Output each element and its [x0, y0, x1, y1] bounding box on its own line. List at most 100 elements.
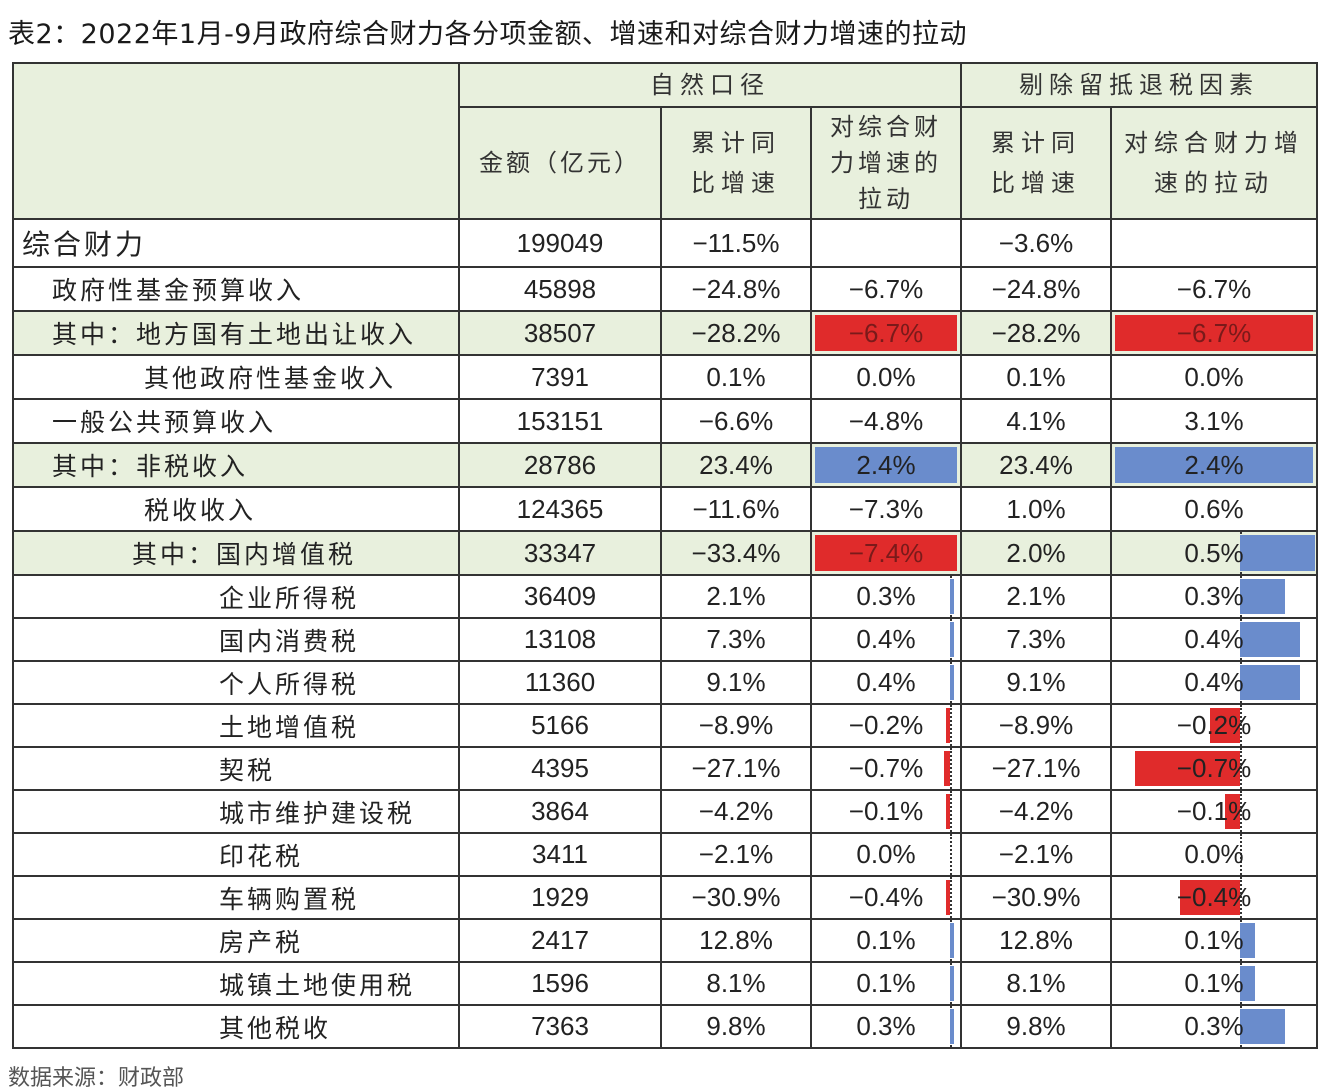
bar-axis	[1240, 706, 1243, 745]
pull-natural-cell: −4.8%	[809, 398, 963, 444]
negative-bar	[1225, 794, 1241, 829]
amount-cell: 3864	[458, 789, 662, 834]
pull-value: 0.4%	[1184, 667, 1244, 697]
amount-cell: 3411	[458, 832, 662, 877]
row-label: 其中：非税收入	[12, 442, 460, 488]
row-label: 印花税	[12, 832, 460, 877]
pull-natural-cell: 0.0%	[809, 354, 963, 400]
pull-adjusted-cell: 2.4%	[1110, 442, 1319, 488]
fiscal-table: 自然口径 剔除留抵退税因素 金额（亿元） 累计同比增速 对综合财力增速的拉动 累…	[12, 62, 1319, 1049]
col-header-growth-natural: 累计同比增速	[660, 106, 812, 220]
pull-value: 0.0%	[1184, 839, 1244, 869]
pull-adjusted-cell: 0.3%	[1110, 574, 1319, 619]
pull-value: −6.7%	[848, 273, 924, 304]
pull-value: −0.2%	[848, 710, 924, 740]
positive-bar	[950, 1009, 954, 1044]
pull-value: −4.8%	[848, 405, 924, 436]
growth-adjusted-cell: 12.8%	[960, 918, 1113, 963]
pull-value: −7.3%	[848, 493, 924, 524]
positive-bar	[1240, 665, 1301, 700]
row-label: 其中：国内增值税	[12, 530, 460, 576]
table-row: 个人所得税 11360 9.1% 0.4% 9.1% 0.4%	[12, 660, 1319, 705]
table-row: 国内消费税 13108 7.3% 0.4% 7.3% 0.4%	[12, 617, 1319, 662]
table-row: 其他政府性基金收入 7391 0.1% 0.0% 0.1% 0.0%	[12, 354, 1319, 400]
col-header-pull-adjusted: 对综合财力增速的拉动	[1110, 106, 1319, 220]
growth-natural-cell: 0.1%	[660, 354, 812, 400]
pull-adjusted-cell: 0.6%	[1110, 486, 1319, 532]
positive-bar	[1240, 923, 1256, 958]
growth-adjusted-cell: 1.0%	[960, 486, 1113, 532]
table-row: 土地增值税 5166 −8.9% −0.2% −8.9% −0.2%	[12, 703, 1319, 748]
amount-cell: 45898	[458, 266, 662, 312]
growth-natural-cell: −4.2%	[660, 789, 812, 834]
pull-value: −6.7%	[848, 317, 924, 348]
pull-value: −0.7%	[848, 753, 924, 783]
amount-cell: 124365	[458, 486, 662, 532]
amount-cell: 11360	[458, 660, 662, 705]
pull-value: −0.1%	[1176, 796, 1252, 826]
growth-adjusted-cell: 9.1%	[960, 660, 1113, 705]
pull-natural-cell: 0.0%	[809, 832, 963, 877]
amount-cell: 2417	[458, 918, 662, 963]
pull-natural-cell	[809, 218, 963, 268]
growth-natural-cell: 7.3%	[660, 617, 812, 662]
pull-value: −0.4%	[1176, 882, 1252, 912]
amount-cell: 28786	[458, 442, 662, 488]
row-label: 政府性基金预算收入	[12, 266, 460, 312]
pull-adjusted-cell: 0.5%	[1110, 530, 1319, 576]
pull-value: 0.1%	[1184, 925, 1244, 955]
growth-adjusted-cell: −27.1%	[960, 746, 1113, 791]
positive-bar	[950, 923, 954, 958]
growth-natural-cell: −6.6%	[660, 398, 812, 444]
negative-bar	[1135, 751, 1241, 786]
table-row: 政府性基金预算收入 45898 −24.8% −6.7% −24.8% −6.7%	[12, 266, 1319, 312]
pull-value: 3.1%	[1184, 405, 1244, 436]
pull-natural-cell: 0.4%	[809, 617, 963, 662]
pull-adjusted-cell	[1110, 218, 1319, 268]
corner-cell	[12, 62, 460, 220]
row-label: 房产税	[12, 918, 460, 963]
growth-natural-cell: 23.4%	[660, 442, 812, 488]
negative-bar	[1210, 708, 1241, 743]
growth-natural-cell: 8.1%	[660, 961, 812, 1006]
growth-adjusted-cell: 0.1%	[960, 354, 1113, 400]
pull-value: 2.4%	[856, 449, 916, 480]
pull-value: −6.7%	[1176, 273, 1252, 304]
row-label: 税收收入	[12, 486, 460, 532]
pull-value: 0.1%	[856, 925, 916, 955]
positive-bar	[1240, 1009, 1286, 1044]
growth-natural-cell: −24.8%	[660, 266, 812, 312]
table-row: 其中：非税收入 28786 23.4% 2.4% 23.4% 2.4%	[12, 442, 1319, 488]
pull-natural-cell: −7.4%	[809, 530, 963, 576]
col-header-pull-natural: 对综合财力增速的拉动	[809, 106, 963, 220]
pull-adjusted-cell: 0.0%	[1110, 354, 1319, 400]
positive-bar	[1240, 966, 1256, 1001]
positive-bar	[950, 579, 954, 614]
pull-value: −0.4%	[848, 882, 924, 912]
growth-adjusted-cell: −24.8%	[960, 266, 1113, 312]
pull-natural-cell: 0.3%	[809, 1004, 963, 1049]
pull-adjusted-cell: −0.7%	[1110, 746, 1319, 791]
pull-value: 0.3%	[856, 1011, 916, 1041]
growth-adjusted-cell: 4.1%	[960, 398, 1113, 444]
growth-adjusted-cell: −2.1%	[960, 832, 1113, 877]
amount-cell: 199049	[458, 218, 662, 268]
pull-value: 0.0%	[856, 839, 916, 869]
pull-adjusted-cell: −0.2%	[1110, 703, 1319, 748]
positive-bar	[950, 665, 954, 700]
pull-value: 0.3%	[856, 581, 916, 611]
positive-bar	[950, 622, 954, 657]
table-row: 一般公共预算收入 153151 −6.6% −4.8% 4.1% 3.1%	[12, 398, 1319, 444]
amount-cell: 5166	[458, 703, 662, 748]
table-title: 表2：2022年1月-9月政府综合财力各分项金额、增速和对综合财力增速的拉动	[8, 19, 967, 50]
negative-bar	[943, 751, 950, 786]
pull-value: 0.1%	[856, 968, 916, 998]
growth-natural-cell: −11.5%	[660, 218, 812, 268]
amount-cell: 4395	[458, 746, 662, 791]
group-header-adjusted: 剔除留抵退税因素	[960, 62, 1319, 108]
pull-value: 0.6%	[1184, 493, 1244, 524]
pull-natural-cell: −6.7%	[809, 310, 963, 356]
pull-value: 0.4%	[856, 667, 916, 697]
growth-natural-cell: −8.9%	[660, 703, 812, 748]
positive-bar	[950, 966, 954, 1001]
